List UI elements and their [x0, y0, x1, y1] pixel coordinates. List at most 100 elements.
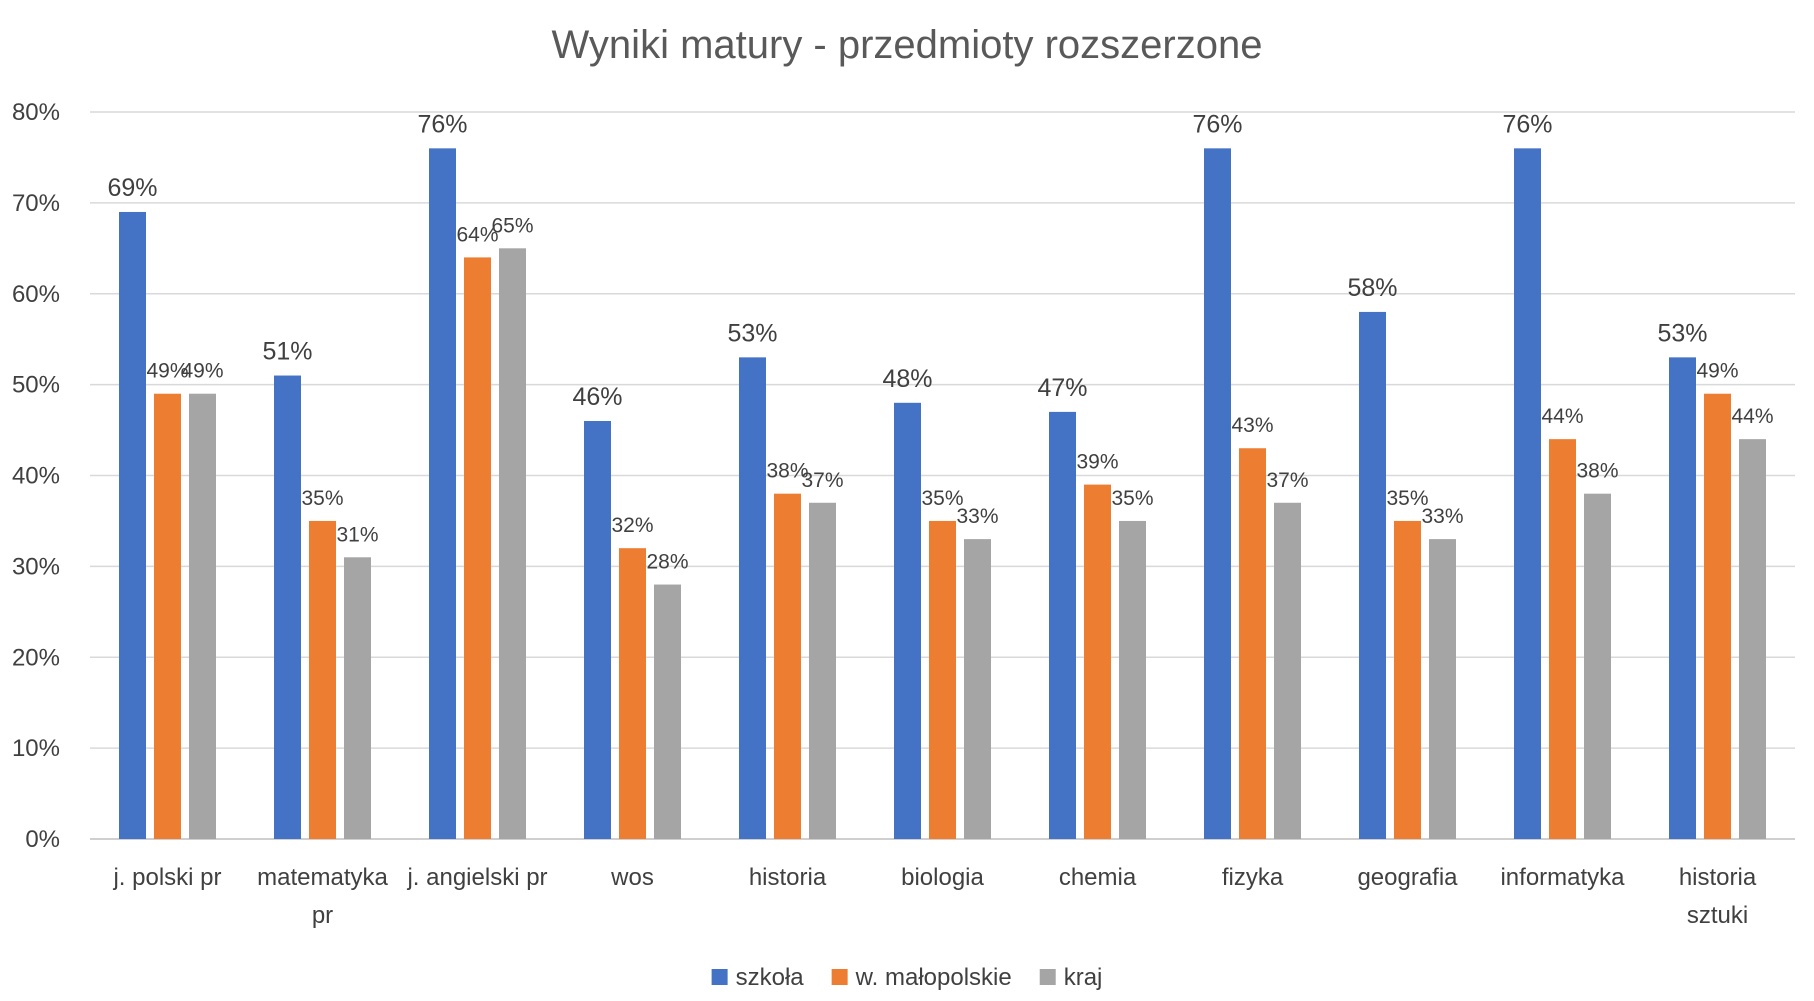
bar-szko-a: [119, 211, 146, 839]
data-label: 33%: [956, 505, 998, 528]
bar-kraj: [964, 539, 991, 839]
y-tick-label: 50%: [12, 372, 60, 399]
legend: szkoła w. małopolskie kraj: [711, 964, 1103, 991]
data-label: 38%: [1576, 460, 1618, 483]
data-label: 28%: [646, 551, 688, 574]
data-label: 43%: [1231, 414, 1273, 437]
bar-szko-a: [894, 402, 921, 839]
data-label: 35%: [1386, 487, 1428, 510]
x-category-label: matematyka: [257, 864, 388, 891]
bar-szko-a: [429, 148, 456, 840]
data-label: 51%: [262, 338, 312, 366]
bar-kraj: [499, 248, 526, 839]
data-label: 76%: [1192, 110, 1242, 138]
bar-kraj: [344, 557, 371, 839]
data-label: 33%: [1421, 505, 1463, 528]
legend-swatch: [1039, 969, 1056, 985]
x-category-label: geografia: [1357, 864, 1458, 891]
x-category-label: sztuki: [1687, 902, 1748, 929]
data-label: 76%: [1502, 110, 1552, 138]
legend-swatch: [711, 969, 728, 985]
bar-w-ma-opolskie: [309, 520, 336, 839]
x-category-label: j. angielski pr: [406, 864, 547, 891]
data-label: 76%: [417, 110, 467, 138]
x-category-label: fizyka: [1222, 864, 1284, 891]
x-axis-categories: j. polski pr matematyka pr j. angielski pr w…: [112, 864, 1756, 929]
x-category-label: wos: [610, 864, 654, 891]
legend-item: w. małopolskie: [831, 964, 1012, 991]
bar-szko-a: [1049, 411, 1076, 839]
data-label: 44%: [1731, 405, 1773, 428]
bar-kraj: [1274, 502, 1301, 839]
data-label: 35%: [1111, 487, 1153, 510]
bar-kraj: [654, 584, 681, 839]
bar-w-ma-opolskie: [929, 520, 956, 839]
data-label: 37%: [801, 469, 843, 492]
data-label: 49%: [1696, 360, 1738, 383]
bar-w-ma-opolskie: [619, 548, 646, 839]
bars: [119, 148, 1766, 840]
bar-kraj: [1584, 493, 1611, 839]
x-category-label: j. polski pr: [112, 864, 221, 891]
y-tick-label: 20%: [12, 644, 60, 671]
bar-szko-a: [1514, 148, 1541, 840]
bar-szko-a: [274, 375, 301, 839]
bar-szko-a: [1204, 148, 1231, 840]
chart-title: Wyniki matury - przedmioty rozszerzone: [552, 23, 1263, 67]
y-tick-label: 0%: [25, 826, 60, 853]
x-category-label: biologia: [901, 864, 984, 891]
bar-kraj: [1739, 439, 1766, 839]
y-tick-label: 60%: [12, 281, 60, 308]
data-label: 53%: [1657, 319, 1707, 347]
bar-w-ma-opolskie: [464, 257, 491, 839]
data-label: 32%: [611, 514, 653, 537]
bar-kraj: [189, 393, 216, 839]
bar-szko-a: [1359, 311, 1386, 839]
y-tick-label: 70%: [12, 190, 60, 217]
x-category-label: historia: [749, 864, 827, 891]
bar-w-ma-opolskie: [1549, 439, 1576, 839]
bar-w-ma-opolskie: [774, 493, 801, 839]
data-labels: 69%49%49%51%35%31%76%64%65%46%32%28%53%3…: [107, 110, 1773, 573]
y-tick-label: 80%: [12, 99, 60, 126]
legend-label: w. małopolskie: [855, 964, 1012, 991]
bar-w-ma-opolskie: [1084, 484, 1111, 839]
legend-label: szkoła: [736, 964, 805, 991]
data-label: 53%: [727, 319, 777, 347]
data-label: 69%: [107, 174, 157, 202]
data-label: 44%: [1541, 405, 1583, 428]
y-tick-label: 10%: [12, 735, 60, 762]
data-label: 64%: [456, 223, 498, 246]
legend-item: kraj: [1039, 964, 1103, 991]
x-category-label: informatyka: [1500, 864, 1625, 891]
data-label: 31%: [336, 523, 378, 546]
legend-item: szkoła: [711, 964, 805, 991]
bar-kraj: [809, 502, 836, 839]
data-label: 37%: [1266, 469, 1308, 492]
gridlines: [90, 111, 1795, 840]
y-tick-label: 30%: [12, 553, 60, 580]
data-label: 48%: [882, 365, 932, 393]
x-category-label: historia: [1679, 864, 1757, 891]
bar-w-ma-opolskie: [1704, 393, 1731, 839]
bar-kraj: [1119, 520, 1146, 839]
data-label: 35%: [921, 487, 963, 510]
data-label: 46%: [572, 383, 622, 411]
data-label: 35%: [301, 487, 343, 510]
data-label: 47%: [1037, 374, 1087, 402]
bar-szko-a: [1669, 357, 1696, 839]
bar-szko-a: [739, 357, 766, 839]
data-label: 65%: [491, 214, 533, 237]
bar-kraj: [1429, 539, 1456, 839]
data-label: 38%: [766, 460, 808, 483]
bar-w-ma-opolskie: [154, 393, 181, 839]
bar-szko-a: [584, 420, 611, 839]
y-axis-ticks: 0% 10% 20% 30% 40% 50% 60% 70% 80%: [12, 99, 60, 853]
x-category-label: pr: [312, 902, 333, 929]
data-label: 58%: [1347, 274, 1397, 302]
bar-w-ma-opolskie: [1239, 448, 1266, 839]
legend-label: kraj: [1064, 964, 1103, 991]
y-tick-label: 40%: [12, 463, 60, 490]
